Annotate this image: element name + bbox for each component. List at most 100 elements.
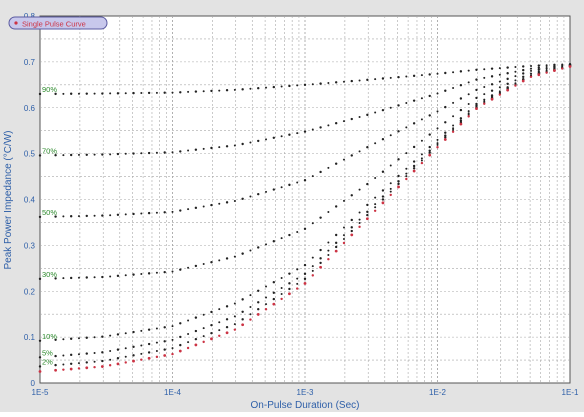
duty-cycle-point [405, 172, 408, 175]
duty-cycle-point [296, 282, 299, 285]
duty-cycle-point [93, 351, 96, 354]
duty-cycle-point [350, 229, 353, 233]
duty-cycle-point [101, 359, 104, 363]
duty-cycle-point [249, 195, 252, 198]
duty-cycle-point [459, 97, 463, 100]
single-pulse-point [389, 193, 392, 197]
series-labels: 90% 70% 50% 30% 10% 5%2% [42, 85, 57, 366]
duty-cycle-point [467, 81, 470, 84]
x-axis-label: On-Pulse Duration (Sec) [251, 400, 360, 411]
duty-cycle-point [358, 150, 361, 153]
duty-cycle-point [490, 83, 494, 86]
duty-cycle-point [241, 88, 244, 91]
duty-cycle-point [280, 287, 283, 290]
y-axis-label: Peak Power Impedance (°C/W) [3, 130, 14, 269]
single-pulse-point [545, 71, 548, 74]
duty-cycle-point [530, 64, 533, 67]
series-label: 2% [42, 357, 53, 366]
single-pulse-point [233, 328, 237, 331]
duty-cycle-point [132, 354, 135, 357]
duty-cycle-point [179, 150, 182, 153]
duty-cycle-point [77, 276, 80, 279]
duty-cycle-point [327, 249, 330, 252]
duty-cycle-point [163, 270, 166, 274]
duty-cycle-point [452, 124, 455, 127]
duty-cycle-point [428, 133, 431, 136]
duty-cycle-point [327, 211, 330, 214]
duty-cycle-point [490, 75, 494, 78]
duty-cycle-point [296, 132, 299, 135]
duty-cycle-point [452, 86, 455, 89]
duty-cycle-point [412, 145, 416, 149]
duty-cycle-point [187, 341, 190, 344]
duty-cycle-point [350, 79, 353, 83]
legend-box[interactable] [8, 16, 108, 30]
duty-cycle-point [179, 209, 182, 212]
duty-cycle-point [265, 296, 268, 299]
single-pulse-point [412, 169, 416, 173]
duty-cycle-point [241, 318, 244, 321]
duty-cycle-point [54, 92, 57, 96]
duty-cycle-point [202, 327, 205, 330]
duty-cycle-point [311, 175, 314, 178]
duty-cycle-point [459, 108, 463, 112]
duty-cycle-point [350, 226, 353, 229]
duty-cycle-point [280, 186, 283, 189]
duty-cycle-point [109, 334, 112, 337]
duty-cycle-point [452, 115, 455, 118]
duty-cycle-point [187, 319, 190, 322]
duty-cycle-point [397, 182, 400, 186]
duty-cycle-point [436, 143, 439, 146]
duty-cycle-point [249, 249, 252, 252]
series-label: 50% [42, 208, 57, 217]
duty-cycle-point [498, 80, 501, 83]
duty-cycle-point [194, 206, 198, 210]
duty-cycle-point [171, 91, 174, 94]
duty-cycle-point [428, 151, 431, 154]
single-pulse-point [319, 265, 322, 269]
duty-cycle-point [358, 79, 361, 82]
single-pulse-point [475, 107, 478, 111]
duty-cycle-point [241, 197, 244, 201]
duty-cycle-point [124, 347, 127, 350]
duty-cycle-point [296, 181, 299, 184]
duty-cycle-point [358, 188, 361, 191]
duty-cycle-point [265, 138, 268, 141]
duty-cycle-point [147, 151, 151, 155]
duty-cycle-point [311, 269, 314, 272]
duty-cycle-point [374, 142, 377, 145]
x-tick-labels: 1E-5 1E-4 1E-3 1E-2 1E-1 [32, 388, 579, 397]
duty-cycle-point [62, 363, 65, 366]
duty-cycle-point [412, 74, 416, 78]
legend[interactable]: Single Pulse Curve [8, 16, 108, 30]
duty-cycle-point [249, 294, 252, 297]
duty-cycle-point [140, 152, 143, 155]
legend-marker-icon [14, 21, 18, 25]
duty-cycle-point [545, 67, 548, 70]
duty-cycle-point [358, 211, 361, 214]
duty-cycle-point [147, 351, 151, 354]
duty-cycle-point [389, 106, 392, 109]
duty-cycle-point [522, 68, 525, 72]
duty-cycle-point [218, 321, 221, 324]
grid-lines [40, 16, 570, 383]
series-label: 10% [42, 332, 57, 341]
duty-cycle-point [171, 151, 174, 154]
duty-cycle-point [218, 308, 221, 311]
duty-cycle-point [147, 91, 151, 95]
duty-cycle-point [428, 114, 431, 117]
duty-cycle-point [257, 139, 260, 143]
duty-cycle-point [62, 154, 65, 157]
duty-cycle-point [116, 357, 120, 360]
single-pulse-point [561, 67, 564, 70]
duty-cycle-point [140, 344, 143, 347]
duty-cycle-point [202, 205, 205, 208]
duty-cycle-point [93, 92, 96, 95]
duty-cycle-point [155, 327, 158, 330]
duty-cycle-point [132, 212, 135, 216]
duty-cycle-point [194, 337, 198, 341]
single-pulse-point [124, 361, 127, 364]
duty-cycle-point [257, 246, 260, 249]
duty-cycle-point [155, 350, 158, 353]
duty-cycle-point [428, 145, 431, 149]
